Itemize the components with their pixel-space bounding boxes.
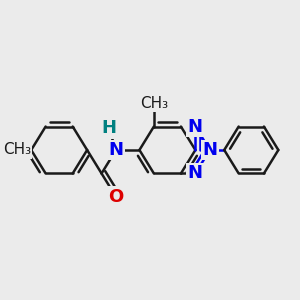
Text: N: N xyxy=(109,141,124,159)
Text: CH₃: CH₃ xyxy=(140,96,168,111)
Text: N: N xyxy=(188,118,203,136)
Text: N: N xyxy=(188,164,203,182)
Text: O: O xyxy=(108,188,124,206)
Text: H: H xyxy=(101,119,116,137)
Text: N: N xyxy=(202,141,217,159)
Text: CH₃: CH₃ xyxy=(3,142,31,158)
